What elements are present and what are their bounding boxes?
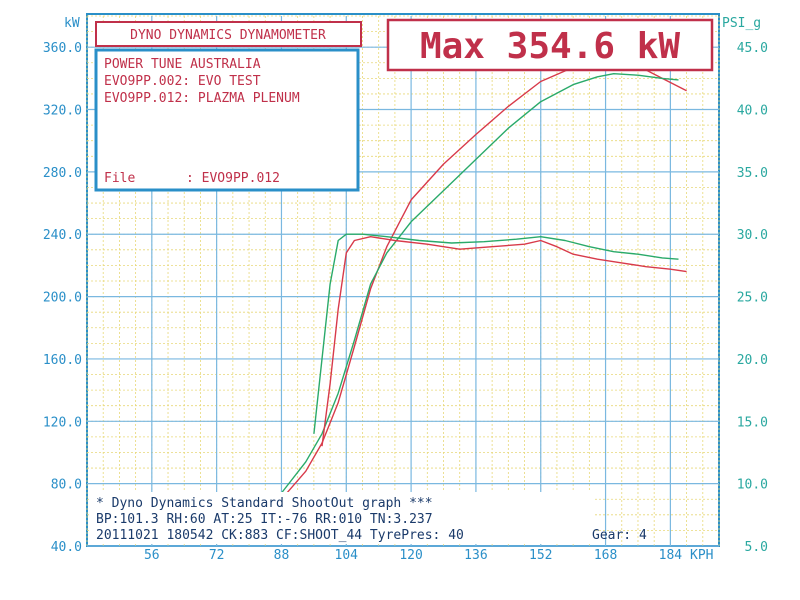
x-tick-label: 136: [464, 548, 487, 563]
y-left-tick-label: 320.0: [43, 104, 82, 119]
y-right-tick-label: 10.0: [737, 478, 768, 493]
y-left-tick-label: 160.0: [43, 353, 82, 368]
max-power-label: Max 354.6 kW: [420, 26, 680, 67]
info-file-label: File: [104, 171, 135, 186]
footer-line-3: 20111021 180542 CK:883 CF:SHOOT_44 TyreP…: [96, 528, 464, 543]
y-left-tick-label: 240.0: [43, 228, 82, 243]
x-tick-label: 56: [144, 548, 160, 563]
x-tick-label: 184: [659, 548, 683, 563]
y-left-tick-label: 200.0: [43, 291, 82, 306]
y-right-tick-label: 25.0: [737, 291, 768, 306]
left-axis-unit: kW: [64, 16, 80, 31]
y-right-tick-label: 35.0: [737, 166, 768, 181]
info-run1: EVO9PP.002: EVO TEST: [104, 74, 261, 89]
info-company: POWER TUNE AUSTRALIA: [104, 57, 261, 72]
max-label-box: [386, 18, 714, 72]
y-right-tick-label: 40.0: [737, 104, 768, 119]
tick-labels: 56 72 88 104 120 136 152 168 184 40.0 80.0 120.0 160…: [43, 41, 768, 563]
title-box: [95, 21, 362, 47]
x-tick-label: 120: [399, 548, 422, 563]
y-right-tick-label: 5.0: [745, 540, 768, 555]
y-right-tick-label: 20.0: [737, 353, 768, 368]
y-left-tick-label: 360.0: [43, 41, 82, 56]
x-axis-unit: KPH: [690, 548, 713, 563]
x-tick-label: 104: [335, 548, 359, 563]
y-left-tick-label: 280.0: [43, 166, 82, 181]
series-line-red-boost: [321, 236, 687, 447]
y-left-tick-label: 80.0: [51, 478, 82, 493]
y-left-tick-label: 40.0: [51, 540, 82, 555]
footer-gear: Gear: 4: [592, 528, 647, 543]
y-right-tick-label: 30.0: [737, 228, 768, 243]
info-file-value: : EVO9PP.012: [186, 171, 280, 186]
y-right-tick-label: 45.0: [737, 41, 768, 56]
series-line-green-boost: [313, 233, 679, 434]
x-tick-label: 88: [274, 548, 290, 563]
footer-line-1: * Dyno Dynamics Standard ShootOut graph …: [96, 496, 433, 511]
y-left-tick-label: 120.0: [43, 415, 82, 430]
y-right-tick-label: 15.0: [737, 415, 768, 430]
x-tick-label: 72: [209, 548, 225, 563]
info-run2: EVO9PP.012: PLAZMA PLENUM: [104, 91, 300, 106]
right-axis-unit: PSI_g: [722, 16, 761, 31]
info-box: [94, 48, 360, 192]
x-tick-label: 152: [529, 548, 552, 563]
x-tick-label: 168: [594, 548, 617, 563]
footer-line-2: BP:101.3 RH:60 AT:25 IT:-76 RR:010 TN:3.…: [96, 512, 433, 527]
series-line-green-power: [216, 73, 679, 544]
chart-title: DYNO DYNAMICS DYNAMOMETER: [130, 28, 326, 43]
footer-backdrop: [90, 492, 595, 544]
